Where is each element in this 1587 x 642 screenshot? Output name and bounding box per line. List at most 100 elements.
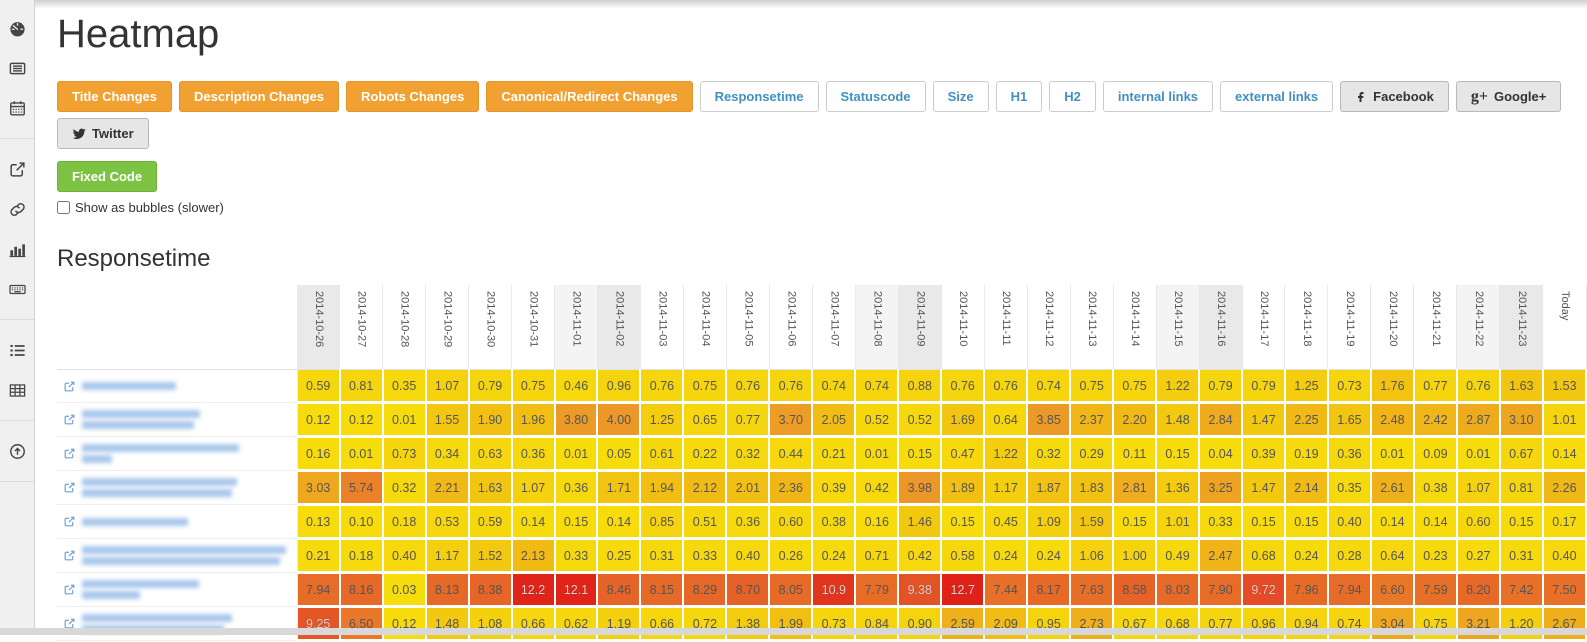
heatmap-cell: 0.96	[1242, 606, 1286, 642]
date-column-header: 2014-11-13	[1070, 285, 1114, 370]
heatmap-cell: 1.87	[1027, 470, 1072, 506]
heatmap-cell: 7.59	[1413, 572, 1458, 608]
heatmap-cell: 7.94	[297, 572, 341, 608]
heatmap-cell: 0.23	[1413, 538, 1458, 574]
heatmap-cell: 0.52	[898, 402, 943, 438]
heatmap-cell: 0.14	[1413, 504, 1458, 540]
heatmap-cell: 0.45	[984, 504, 1029, 540]
date-label: 2014-10-31	[527, 291, 540, 348]
social-button-twitter[interactable]: Twitter	[57, 118, 149, 149]
date-label: 2014-11-04	[699, 291, 712, 347]
heatmap-cell: 0.12	[297, 402, 341, 438]
filter-button-robots-changes[interactable]: Robots Changes	[346, 81, 480, 112]
date-column-header: Today	[1542, 285, 1587, 370]
heatmap-cell: 0.71	[855, 538, 900, 574]
heatmap-cell: 1.90	[468, 402, 513, 438]
row-link[interactable]	[63, 580, 291, 599]
newspaper-icon	[9, 62, 25, 74]
heatmap-cell: 10.9	[812, 572, 857, 608]
metric-button-h2[interactable]: H2	[1049, 81, 1096, 112]
sidebar-keyboard-icon[interactable]	[0, 269, 34, 309]
heatmap-cell: 0.01	[855, 436, 900, 472]
row-link[interactable]	[63, 546, 291, 565]
row-link[interactable]	[63, 410, 291, 429]
footer-bar	[0, 628, 1587, 635]
heatmap-cell: 0.88	[898, 369, 943, 404]
blurred-url-text	[82, 580, 199, 599]
heatmap-cell: 0.14	[511, 504, 556, 540]
social-button-google[interactable]: g+ Google+	[1455, 81, 1562, 112]
heatmap-cell: 1.07	[511, 470, 556, 506]
external-link-icon	[64, 381, 75, 391]
heatmap-cell: 0.35	[382, 369, 427, 404]
row-link-cell	[57, 436, 298, 471]
social-button-facebook[interactable]: Facebook	[1340, 81, 1449, 112]
list-icon	[9, 344, 25, 356]
metric-button-external-links[interactable]: external links	[1220, 81, 1334, 112]
googleplus-icon: g+	[1470, 87, 1488, 105]
heatmap-row: 0.21 0.18 0.40 1.17 1.52 2.13 0.33 0.25 0.31 0.33…	[57, 538, 1587, 574]
bubbles-checkbox[interactable]	[57, 201, 70, 214]
filter-button-title-changes[interactable]: Title Changes	[57, 81, 173, 112]
sidebar-arrow-circle-up-icon[interactable]	[0, 431, 34, 471]
sidebar-calendar-icon[interactable]	[0, 88, 34, 128]
heatmap-cell: 1.25	[640, 402, 685, 438]
heatmap-cell: 1.63	[1499, 369, 1544, 404]
heatmap-cell: 1.17	[984, 470, 1029, 506]
heatmap-cell: 0.75	[1070, 369, 1115, 404]
heatmap-cell: 3.10	[1499, 402, 1544, 438]
blurred-text-line	[82, 410, 200, 418]
sidebar-bar-chart-icon[interactable]	[0, 229, 34, 269]
sidebar-list-icon[interactable]	[0, 330, 34, 370]
filter-button-description-changes[interactable]: Description Changes	[179, 81, 340, 112]
heatmap-cell: 8.03	[1156, 572, 1201, 608]
sidebar-dashboard-icon[interactable]	[0, 8, 34, 48]
metric-button-statuscode[interactable]: Statuscode	[825, 81, 926, 112]
date-label: 2014-11-09	[914, 291, 927, 347]
external-link-icon	[9, 161, 25, 177]
heatmap-cell: 0.51	[683, 504, 728, 540]
date-label: 2014-11-14	[1129, 291, 1142, 347]
date-label: 2014-11-10	[957, 291, 970, 347]
fixed-code-button[interactable]: Fixed Code	[57, 161, 158, 192]
row-link[interactable]	[63, 444, 291, 463]
heatmap-cell: 0.24	[984, 538, 1029, 574]
metric-button-h1[interactable]: H1	[995, 81, 1043, 112]
row-link[interactable]	[63, 380, 291, 393]
heatmap-cell: 1.96	[511, 402, 556, 438]
date-column-header: 2014-11-02	[597, 285, 641, 370]
date-label: 2014-11-08	[871, 291, 884, 347]
metric-button-internal-links[interactable]: internal links	[1102, 81, 1214, 112]
heatmap-cell: 0.01	[339, 436, 384, 472]
sidebar-newspaper-icon[interactable]	[0, 48, 34, 88]
sidebar-external-link-icon[interactable]	[0, 149, 34, 189]
heatmap-cell: 7.79	[855, 572, 900, 608]
date-column-header: 2014-11-19	[1327, 285, 1372, 370]
row-link[interactable]	[63, 478, 291, 497]
sidebar-table-icon[interactable]	[0, 370, 34, 410]
sidebar-link-icon[interactable]	[0, 189, 34, 229]
heatmap-cell: 1.09	[1027, 504, 1072, 540]
heatmap-cell: 0.75	[511, 369, 556, 404]
heatmap-cell: 2.67	[1542, 606, 1587, 642]
heatmap-cell: 2.05	[812, 402, 857, 438]
filter-button-canonical-redirect-changes[interactable]: Canonical/Redirect Changes	[486, 81, 693, 112]
metric-button-size[interactable]: Size	[932, 81, 989, 112]
date-label: 2014-11-05	[742, 291, 755, 347]
social-button-label: Twitter	[92, 126, 134, 141]
heatmap-cell: 0.38	[812, 504, 857, 540]
heatmap-cell: 0.21	[297, 538, 341, 574]
heatmap-row: 0.12 0.12 0.01 1.55 1.90 1.96 3.80 4.00 1.25 0.65…	[57, 402, 1587, 438]
heatmap-cell: 0.33	[683, 538, 728, 574]
heatmap-cell: 8.05	[769, 572, 814, 608]
metric-button-responsetime[interactable]: Responsetime	[699, 81, 819, 112]
date-label: 2014-11-03	[656, 291, 669, 347]
row-link[interactable]	[63, 515, 291, 528]
heatmap-cell: 0.24	[1027, 538, 1072, 574]
heatmap-cell: 0.27	[1456, 538, 1501, 574]
heatmap-cell: 0.61	[640, 436, 685, 472]
heatmap-cell: 0.73	[812, 606, 857, 642]
date-label: 2014-11-13	[1086, 291, 1099, 347]
blurred-text-line	[82, 478, 237, 486]
heatmap-cell: 0.49	[1156, 538, 1201, 574]
